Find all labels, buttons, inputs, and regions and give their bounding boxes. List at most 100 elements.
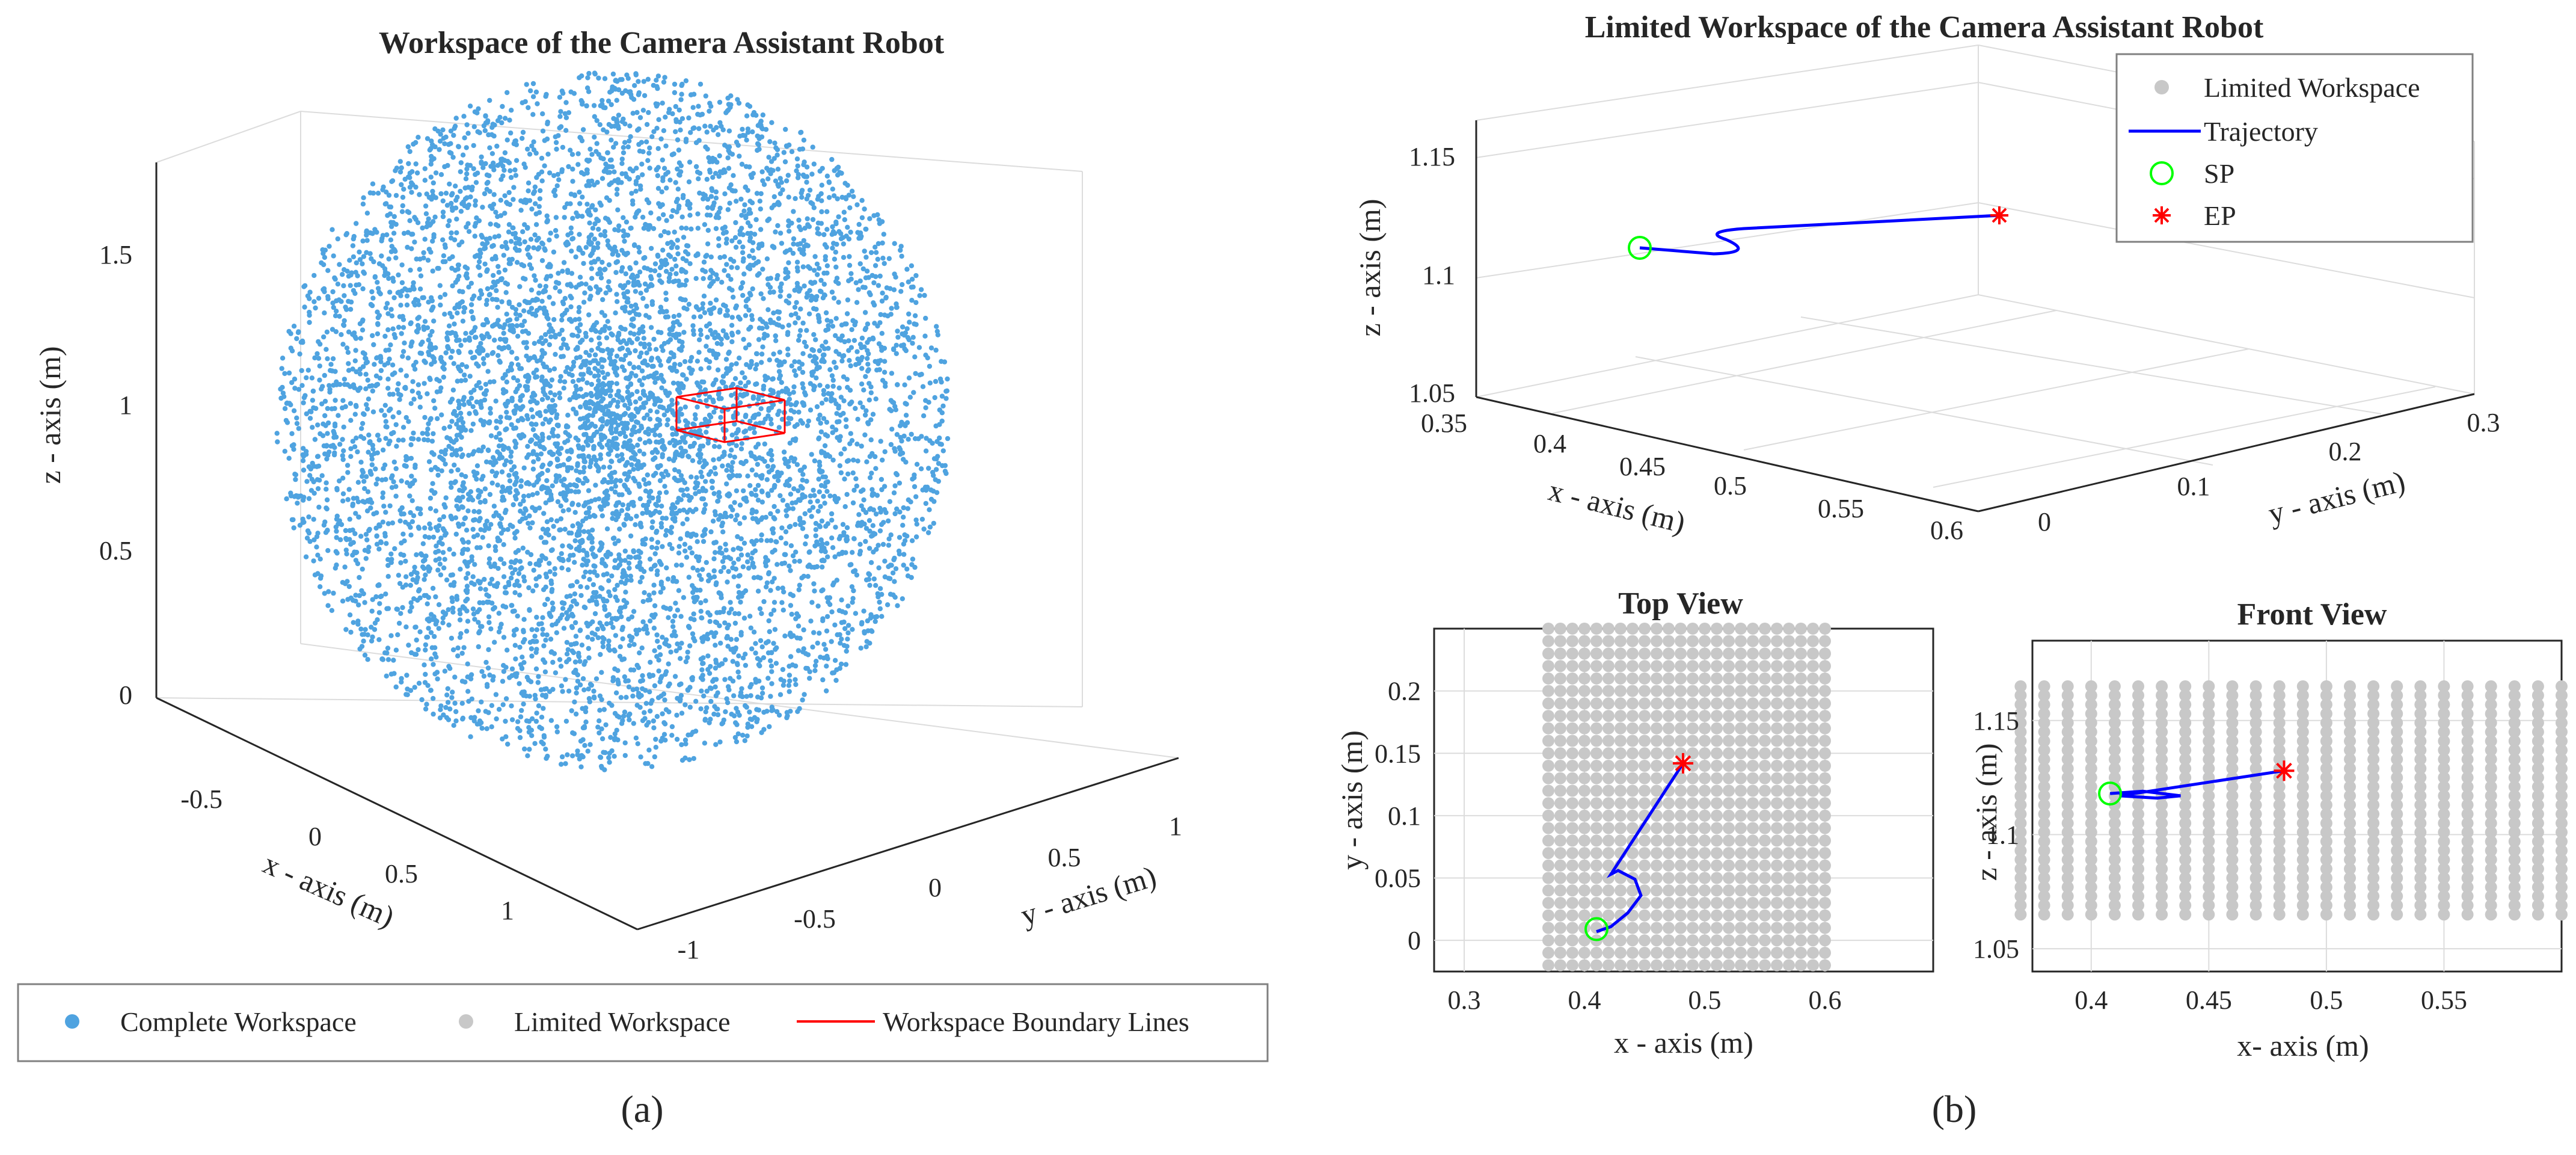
workspace-point	[343, 304, 348, 310]
workspace-point	[809, 372, 815, 378]
workspace-point	[551, 535, 556, 541]
workspace-point	[574, 546, 579, 552]
workspace-point	[829, 373, 835, 378]
workspace-point	[687, 212, 693, 218]
workspace-point	[402, 340, 407, 346]
workspace-point	[615, 582, 620, 588]
workspace-point	[880, 291, 885, 296]
workspace-point	[547, 170, 553, 176]
workspace-point	[787, 396, 793, 402]
workspace-point	[909, 298, 915, 303]
workspace-point	[651, 428, 657, 433]
workspace-point	[454, 433, 460, 438]
workspace-point	[640, 324, 646, 330]
workspace-point	[644, 122, 650, 128]
workspace-point	[602, 76, 608, 81]
workspace-point	[565, 647, 571, 653]
workspace-point	[845, 636, 850, 642]
workspace-point	[621, 150, 627, 156]
workspace-point	[880, 240, 885, 246]
workspace-point	[645, 76, 651, 82]
workspace-point	[698, 600, 704, 606]
workspace-point	[503, 290, 509, 295]
workspace-point	[443, 448, 449, 453]
workspace-point	[584, 550, 589, 556]
workspace-point	[823, 310, 829, 316]
workspace-point	[845, 603, 851, 609]
workspace-point	[376, 522, 382, 528]
workspace-point	[659, 471, 664, 477]
workspace-point	[663, 143, 669, 149]
workspace-point	[348, 541, 354, 547]
workspace-point	[717, 609, 723, 615]
workspace-point	[592, 352, 598, 358]
workspace-point	[822, 443, 828, 449]
workspace-point	[922, 333, 928, 339]
workspace-point	[458, 169, 463, 174]
workspace-point	[556, 280, 562, 286]
workspace-point	[743, 651, 748, 657]
workspace-point	[807, 676, 812, 681]
workspace-point	[598, 427, 604, 432]
workspace-point	[388, 237, 394, 242]
workspace-point	[621, 338, 627, 343]
workspace-point	[387, 204, 392, 210]
workspace-point	[416, 588, 422, 594]
workspace-point	[760, 344, 765, 350]
workspace-point	[731, 294, 736, 300]
workspace-point	[344, 345, 350, 351]
workspace-point	[530, 94, 536, 99]
workspace-point	[619, 119, 625, 125]
workspace-point	[686, 115, 692, 121]
workspace-point	[580, 481, 586, 486]
workspace-point	[365, 497, 370, 504]
workspace-point	[501, 574, 507, 579]
workspace-point	[800, 526, 806, 531]
workspace-point	[721, 565, 726, 570]
workspace-point	[707, 100, 713, 106]
workspace-point	[451, 361, 456, 366]
workspace-point	[280, 356, 286, 361]
workspace-point	[837, 463, 843, 469]
workspace-point	[477, 295, 482, 301]
workspace-point	[931, 473, 936, 478]
workspace-point	[835, 164, 841, 170]
workspace-point	[743, 662, 749, 668]
workspace-point	[573, 633, 579, 639]
workspace-point	[672, 516, 678, 521]
workspace-point	[678, 614, 684, 619]
workspace-point	[357, 371, 363, 377]
workspace-point	[590, 582, 596, 588]
workspace-point	[580, 127, 586, 132]
workspace-point	[426, 459, 432, 464]
workspace-point	[901, 552, 907, 557]
workspace-point	[536, 235, 541, 241]
workspace-point	[747, 483, 753, 488]
workspace-point	[405, 244, 410, 250]
workspace-point	[595, 635, 601, 641]
workspace-point	[921, 413, 927, 419]
workspace-point	[306, 530, 312, 536]
workspace-point	[494, 288, 499, 294]
workspace-point	[684, 377, 689, 382]
workspace-point	[559, 551, 564, 556]
workspace-point	[673, 129, 678, 135]
workspace-point	[865, 368, 871, 374]
workspace-point	[903, 348, 909, 354]
workspace-point	[665, 170, 671, 175]
workspace-point	[881, 520, 886, 525]
workspace-point	[910, 556, 916, 562]
workspace-point	[906, 375, 912, 381]
workspace-point	[446, 323, 452, 328]
workspace-point	[494, 425, 499, 431]
workspace-point	[740, 370, 745, 375]
workspace-point	[729, 339, 735, 345]
workspace-point	[809, 171, 815, 177]
workspace-point	[836, 336, 841, 342]
workspace-point	[312, 437, 318, 442]
workspace-point	[867, 454, 873, 459]
workspace-point	[518, 714, 524, 719]
workspace-point	[456, 507, 461, 512]
grid-a-floor-1	[156, 697, 1083, 707]
workspace-point	[788, 603, 794, 608]
